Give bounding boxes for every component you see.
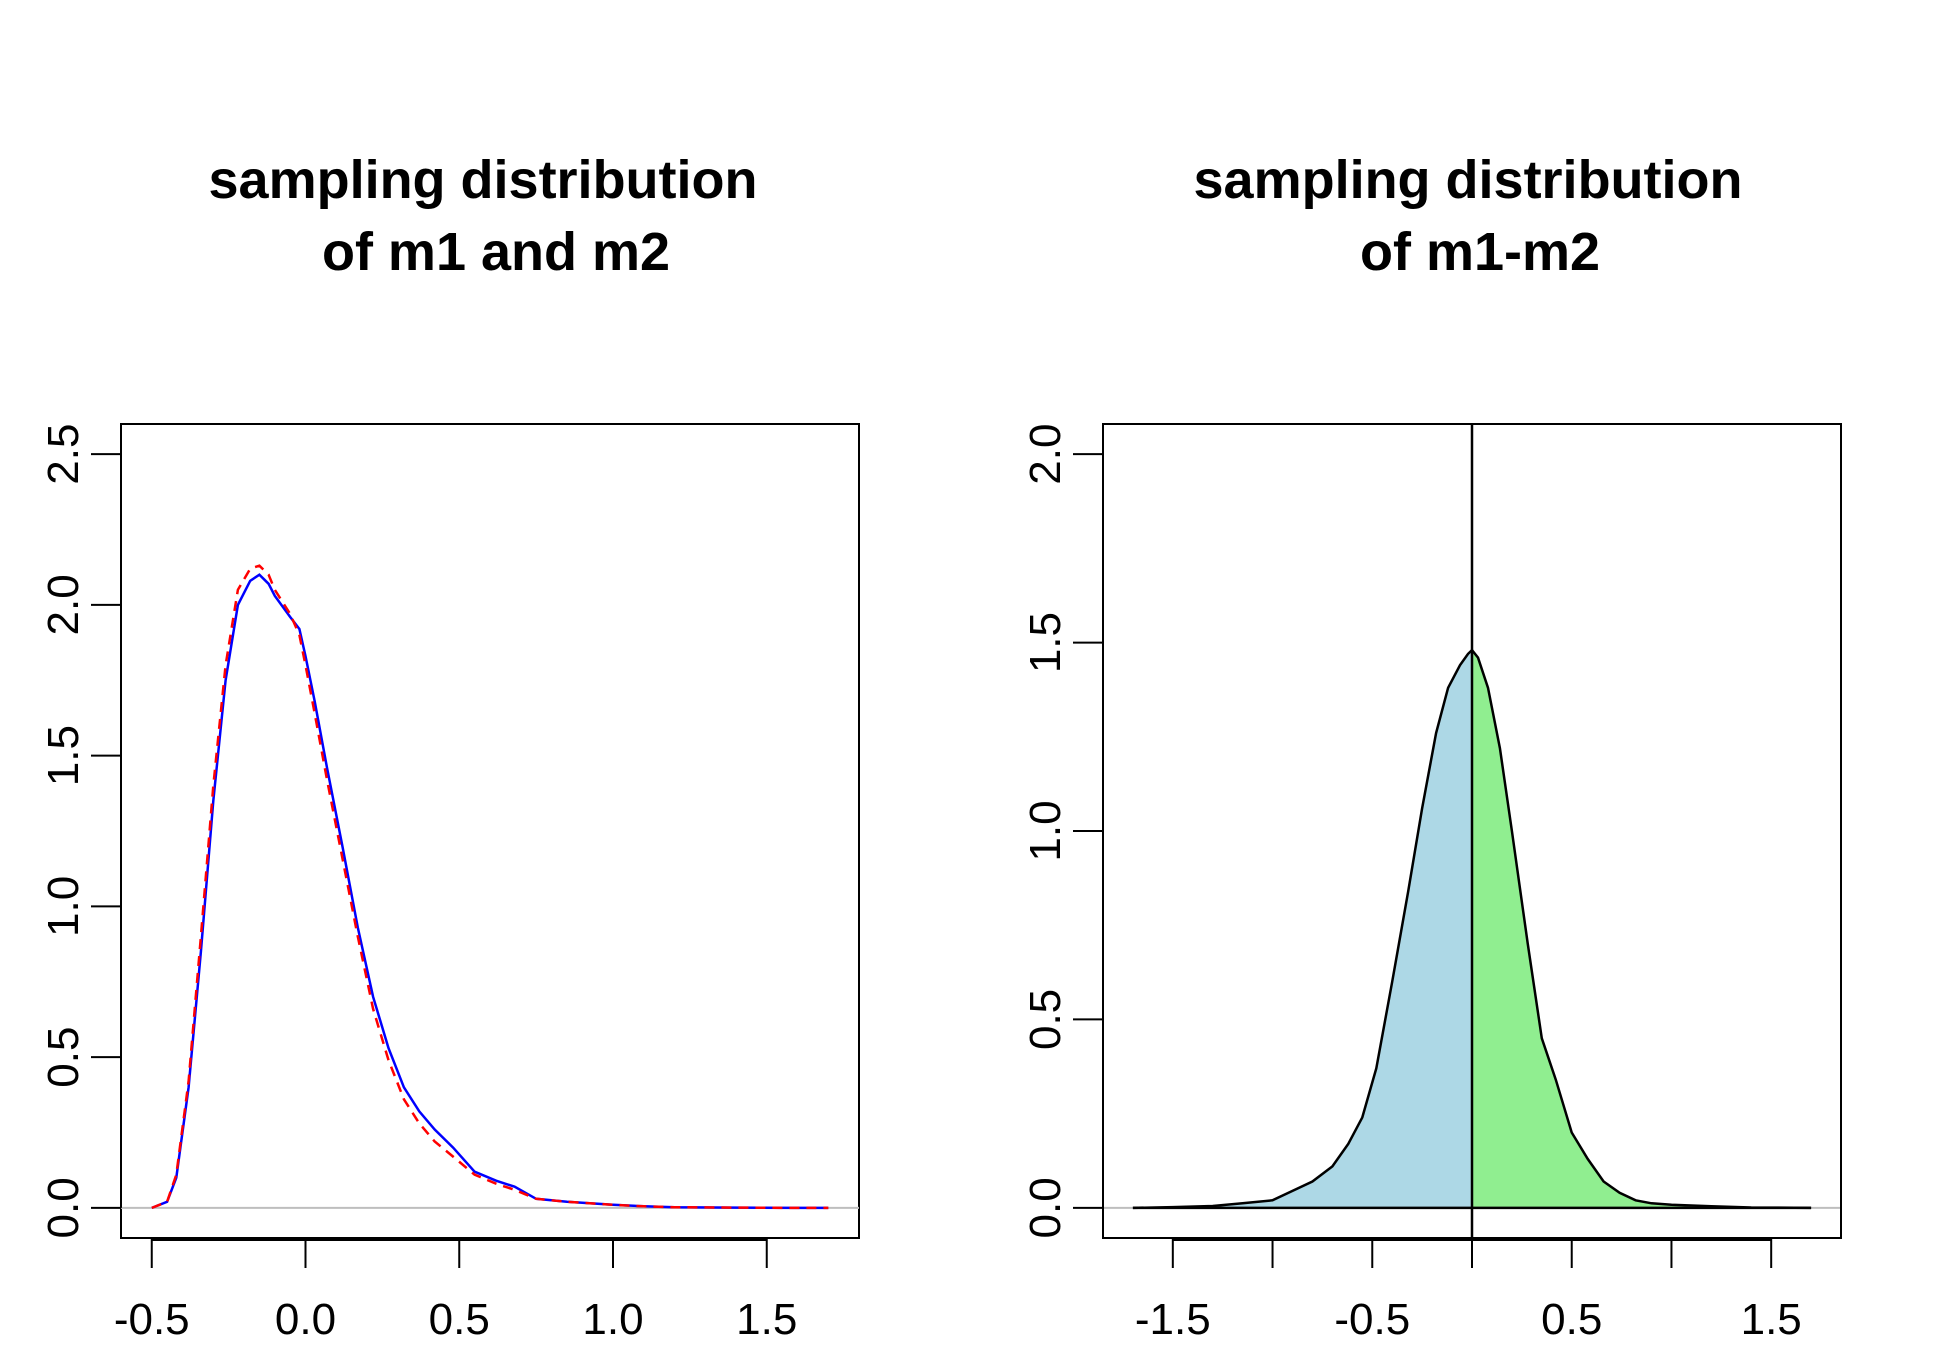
left-y-tick-label: 0.0 xyxy=(39,1177,88,1238)
left-title-line-2: of m1 and m2 xyxy=(322,222,670,282)
right-x-tick-label: -1.5 xyxy=(1135,1295,1211,1344)
left-y-tick-label: 2.0 xyxy=(39,574,88,635)
right-x-tick-label: 1.5 xyxy=(1741,1295,1802,1344)
left-x-tick-label: 0.5 xyxy=(429,1295,490,1344)
right-title-line-1: sampling distribution xyxy=(1194,150,1743,210)
left-series-blue-line xyxy=(151,573,829,1210)
left-series-red-dashed-line xyxy=(151,564,829,1210)
left-x-tick-label: -0.5 xyxy=(114,1295,190,1344)
right-x-tick-label: -0.5 xyxy=(1334,1295,1410,1344)
right-panel: sampling distribution of m1-m2 -1.5 -0.5 0… xyxy=(1021,150,1842,1344)
left-title-line-1: sampling distribution xyxy=(209,150,758,210)
left-y-tick-label: 1.5 xyxy=(39,725,88,786)
right-y-tick-label: 2.0 xyxy=(1021,424,1070,485)
left-panel: sampling distribution of m1 and m2 -0.5 0… xyxy=(39,150,860,1344)
left-x-tick-label: 0.0 xyxy=(275,1295,336,1344)
right-area-left-fill xyxy=(1132,650,1472,1208)
left-y-axis: 0.0 0.5 1.0 1.5 2.0 2.5 xyxy=(39,424,122,1238)
right-y-tick-label: 1.5 xyxy=(1021,612,1070,673)
right-y-tick-label: 0.5 xyxy=(1021,989,1070,1050)
left-y-tick-label: 1.0 xyxy=(39,876,88,937)
right-y-tick-label: 1.0 xyxy=(1021,800,1070,861)
right-y-tick-label: 0.0 xyxy=(1021,1177,1070,1238)
right-x-axis: -1.5 -0.5 0.5 1.5 xyxy=(1135,1238,1802,1344)
left-x-tick-label: 1.0 xyxy=(582,1295,643,1344)
right-x-tick-label: 0.5 xyxy=(1541,1295,1602,1344)
left-x-axis: -0.5 0.0 0.5 1.0 1.5 xyxy=(114,1238,797,1344)
right-area-right-fill xyxy=(1472,650,1812,1208)
left-y-tick-label: 0.5 xyxy=(39,1027,88,1088)
right-y-axis: 0.0 0.5 1.0 1.5 2.0 xyxy=(1021,424,1104,1238)
right-density-curve xyxy=(1132,648,1812,1210)
left-x-tick-label: 1.5 xyxy=(736,1295,797,1344)
left-y-tick-label: 2.5 xyxy=(39,424,88,485)
left-plot-box xyxy=(120,423,860,1239)
right-title-line-2: of m1-m2 xyxy=(1360,222,1600,282)
